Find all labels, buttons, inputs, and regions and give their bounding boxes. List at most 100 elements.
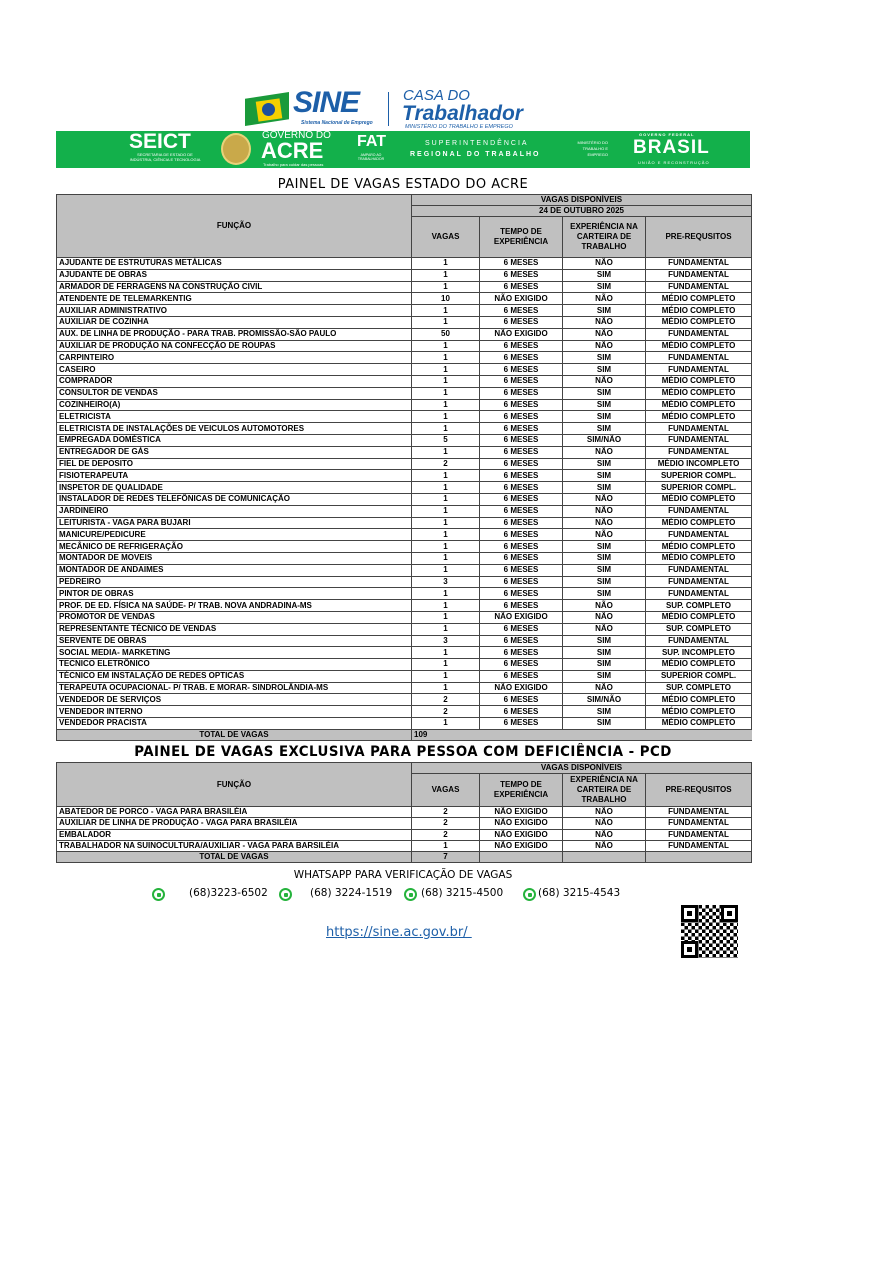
cell-pre-requisitos: SUP. INCOMPLETO <box>644 646 753 660</box>
table-row: TÉCNICO EM INSTALAÇÃO DE REDES OPTICAS 1 6… <box>56 669 753 683</box>
table-row: AUXILIAR DE PRODUÇÃO NA CONFECÇÃO DE ROU… <box>56 339 753 353</box>
cell-funcao: AUXILIAR DE COZINHA <box>56 315 412 329</box>
table-row: TERAPEUTA OCUPACIONAL- P/ TRAB. E MORAR-… <box>56 681 753 695</box>
cell-vagas: 1 <box>411 610 480 624</box>
cell-experiencia: SIM <box>562 669 646 683</box>
cell-experiencia: SIM <box>562 481 646 494</box>
cell-experiencia: NÃO <box>562 374 646 388</box>
phone-4[interactable]: (68) 3215-4543 <box>538 887 621 899</box>
cell-vagas: 1 <box>411 398 480 412</box>
cell-experiencia: NÃO <box>562 492 646 506</box>
cell-pre-requisitos: MÉDIO COMPLETO <box>644 315 753 329</box>
cell-pre-requisitos: FUNDAMENTAL <box>644 351 753 365</box>
cell-pre-requisitos: FUNDAMENTAL <box>644 363 753 376</box>
table-row: ABATEDOR DE PORCO - VAGA PARA BRASILÉIA 2… <box>56 805 753 819</box>
cell-funcao: AJUDANTE DE OBRAS <box>56 268 412 282</box>
fat-logo: FAT <box>357 133 387 150</box>
table-row: VENDEDOR DE SERVIÇOS 2 6 MESES SIM/NÃO MÉDIO… <box>56 693 753 707</box>
phone-3[interactable]: (68) 3215-4500 <box>421 887 504 899</box>
cell-pre-requisitos: MÉDIO COMPLETO <box>644 658 753 671</box>
jobs-table: FUNÇÃO VAGAS DISPONÍVEIS 24 DE OUTUBRO 20… <box>56 194 753 741</box>
cell-tempo: 6 MESES <box>479 717 563 730</box>
table-row: FIEL DE DEPOSITO 2 6 MESES SIM MÉDIO INCOMPL… <box>56 457 753 471</box>
cell-experiencia: SIM <box>562 540 646 553</box>
superintendencia-text: SUPERINTENDÊNCIA <box>425 140 529 147</box>
cell-vagas: 2 <box>411 457 480 471</box>
table-row: SOCIAL MEDIA- MARKETING 1 6 MESES SIM SUP. I… <box>56 646 753 660</box>
cell-vagas: 1 <box>411 422 480 435</box>
whatsapp-icon <box>404 888 417 901</box>
whatsapp-icon <box>152 888 165 901</box>
cell-tempo: 6 MESES <box>479 492 563 506</box>
cell-vagas: 2 <box>411 693 480 707</box>
cell-funcao: TERAPEUTA OCUPACIONAL- P/ TRAB. E MORAR-… <box>56 681 412 695</box>
table-row: CONSULTOR DE VENDAS 1 6 MESES SIM MÉDIO COMP… <box>56 386 753 400</box>
table-row: ATENDENTE DE TELEMARKENTIG 10 NÃO EXIGIDO N… <box>56 292 753 306</box>
cell-tempo: 6 MESES <box>479 634 563 648</box>
cell-experiencia: SIM/NÃO <box>562 693 646 707</box>
cell-tempo: 6 MESES <box>479 280 563 294</box>
cell-funcao: AUX. DE LINHA DE PRODUÇÃO - PARA TRAB. P… <box>56 327 412 341</box>
cell-funcao: PEDREIRO <box>56 575 412 589</box>
header-experiencia: EXPERIÊNCIA NA CARTEIRA DE TRABALHO <box>562 216 646 258</box>
qr-code-icon[interactable] <box>681 905 738 958</box>
seict-subtitle: SECRETARIA DE ESTADO DE INDÚSTRIA, CIÊNC… <box>129 152 201 162</box>
seict-logo: SEICT <box>129 130 191 153</box>
cell-pre-requisitos: SUP. COMPLETO <box>644 622 753 636</box>
cell-tempo: 6 MESES <box>479 540 563 553</box>
brazil-flag-icon <box>245 92 289 126</box>
cell-vagas: 1 <box>411 563 480 577</box>
cell-funcao: MANICURE/PEDICURE <box>56 528 412 542</box>
header-vagas: VAGAS <box>411 216 480 258</box>
cell-funcao: ELETRICISTA DE INSTALAÇÕES DE VEICULOS A… <box>56 422 412 435</box>
cell-experiencia: SIM <box>562 386 646 400</box>
cell-tempo: 6 MESES <box>479 599 563 612</box>
table-row: AUXILIAR DE COZINHA 1 6 MESES NÃO MÉDIO COMP… <box>56 315 753 329</box>
cell-tempo: NÃO EXIGIDO <box>479 817 563 830</box>
cell-vagas: 1 <box>411 717 480 730</box>
cell-funcao: ATENDENTE DE TELEMARKENTIG <box>56 292 412 306</box>
cell-funcao: ELETRICISTA <box>56 410 412 424</box>
table-row: LEITURISTA - VAGA PARA BUJARI 1 6 MESES NÃO… <box>56 516 753 530</box>
table-row: AUXILIAR DE LINHA DE PRODUÇÃO - VAGA PAR… <box>56 817 753 830</box>
cell-pre-requisitos: MÉDIO COMPLETO <box>644 386 753 400</box>
cell-experiencia: NÃO <box>562 622 646 636</box>
cell-tempo: 6 MESES <box>479 646 563 660</box>
table-row: AJUDANTE DE OBRAS 1 6 MESES SIM FUNDAMENTAL <box>56 268 753 282</box>
cell-pre-requisitos: FUNDAMENTAL <box>644 445 753 459</box>
cell-experiencia: SIM <box>562 351 646 365</box>
table-row: ELETRICISTA DE INSTALAÇÕES DE VEICULOS A… <box>56 422 753 435</box>
partners-banner: SEICT SECRETARIA DE ESTADO DE INDÚSTRIA,… <box>56 131 750 168</box>
cell-experiencia: NÃO <box>562 315 646 329</box>
table-row: PROF. DE ED. FÍSICA NA SAÚDE- P/ TRAB. N… <box>56 599 753 612</box>
cell-experiencia: SIM <box>562 469 646 483</box>
cell-tempo: 6 MESES <box>479 398 563 412</box>
cell-funcao: VENDEDOR DE SERVIÇOS <box>56 693 412 707</box>
cell-vagas: 1 <box>411 304 480 317</box>
cell-pre-requisitos: SUPERIOR COMPL. <box>644 481 753 494</box>
cell-vagas: 10 <box>411 292 480 306</box>
cell-tempo: NÃO EXIGIDO <box>479 805 563 819</box>
cell-funcao: AUXILIAR DE LINHA DE PRODUÇÃO - VAGA PAR… <box>56 817 412 830</box>
phone-1[interactable]: (68)3223-6502 <box>189 887 268 899</box>
cell-funcao: LEITURISTA - VAGA PARA BUJARI <box>56 516 412 530</box>
cell-pre-requisitos: MÉDIO COMPLETO <box>644 551 753 565</box>
acre-coat-of-arms-icon <box>221 133 251 165</box>
cell-funcao: EMPREGADA DOMÉSTICA <box>56 433 412 447</box>
header-vagas: VAGAS <box>411 773 480 807</box>
cell-vagas: 1 <box>411 839 480 853</box>
cell-vagas: 1 <box>411 669 480 683</box>
table-row: MONTADOR DE ANDAIMES 1 6 MESES SIM FUNDAMENT… <box>56 563 753 577</box>
sine-website-link[interactable]: https://sine.ac.gov.br/ <box>326 925 472 940</box>
cell-tempo: 6 MESES <box>479 551 563 565</box>
phone-2[interactable]: (68) 3224-1519 <box>310 887 393 899</box>
cell-pre-requisitos: FUNDAMENTAL <box>644 327 753 341</box>
cell-pre-requisitos: FUNDAMENTAL <box>644 528 753 542</box>
cell-funcao: VENDEDOR PRACISTA <box>56 717 412 730</box>
cell-pre-requisitos: FUNDAMENTAL <box>644 257 753 270</box>
cell-experiencia: NÃO <box>562 817 646 830</box>
divider <box>388 92 389 126</box>
cell-experiencia: SIM <box>562 551 646 565</box>
header-experiencia: EXPERIÊNCIA NA CARTEIRA DE TRABALHO <box>562 773 646 807</box>
total-label: TOTAL DE VAGAS <box>56 728 412 741</box>
